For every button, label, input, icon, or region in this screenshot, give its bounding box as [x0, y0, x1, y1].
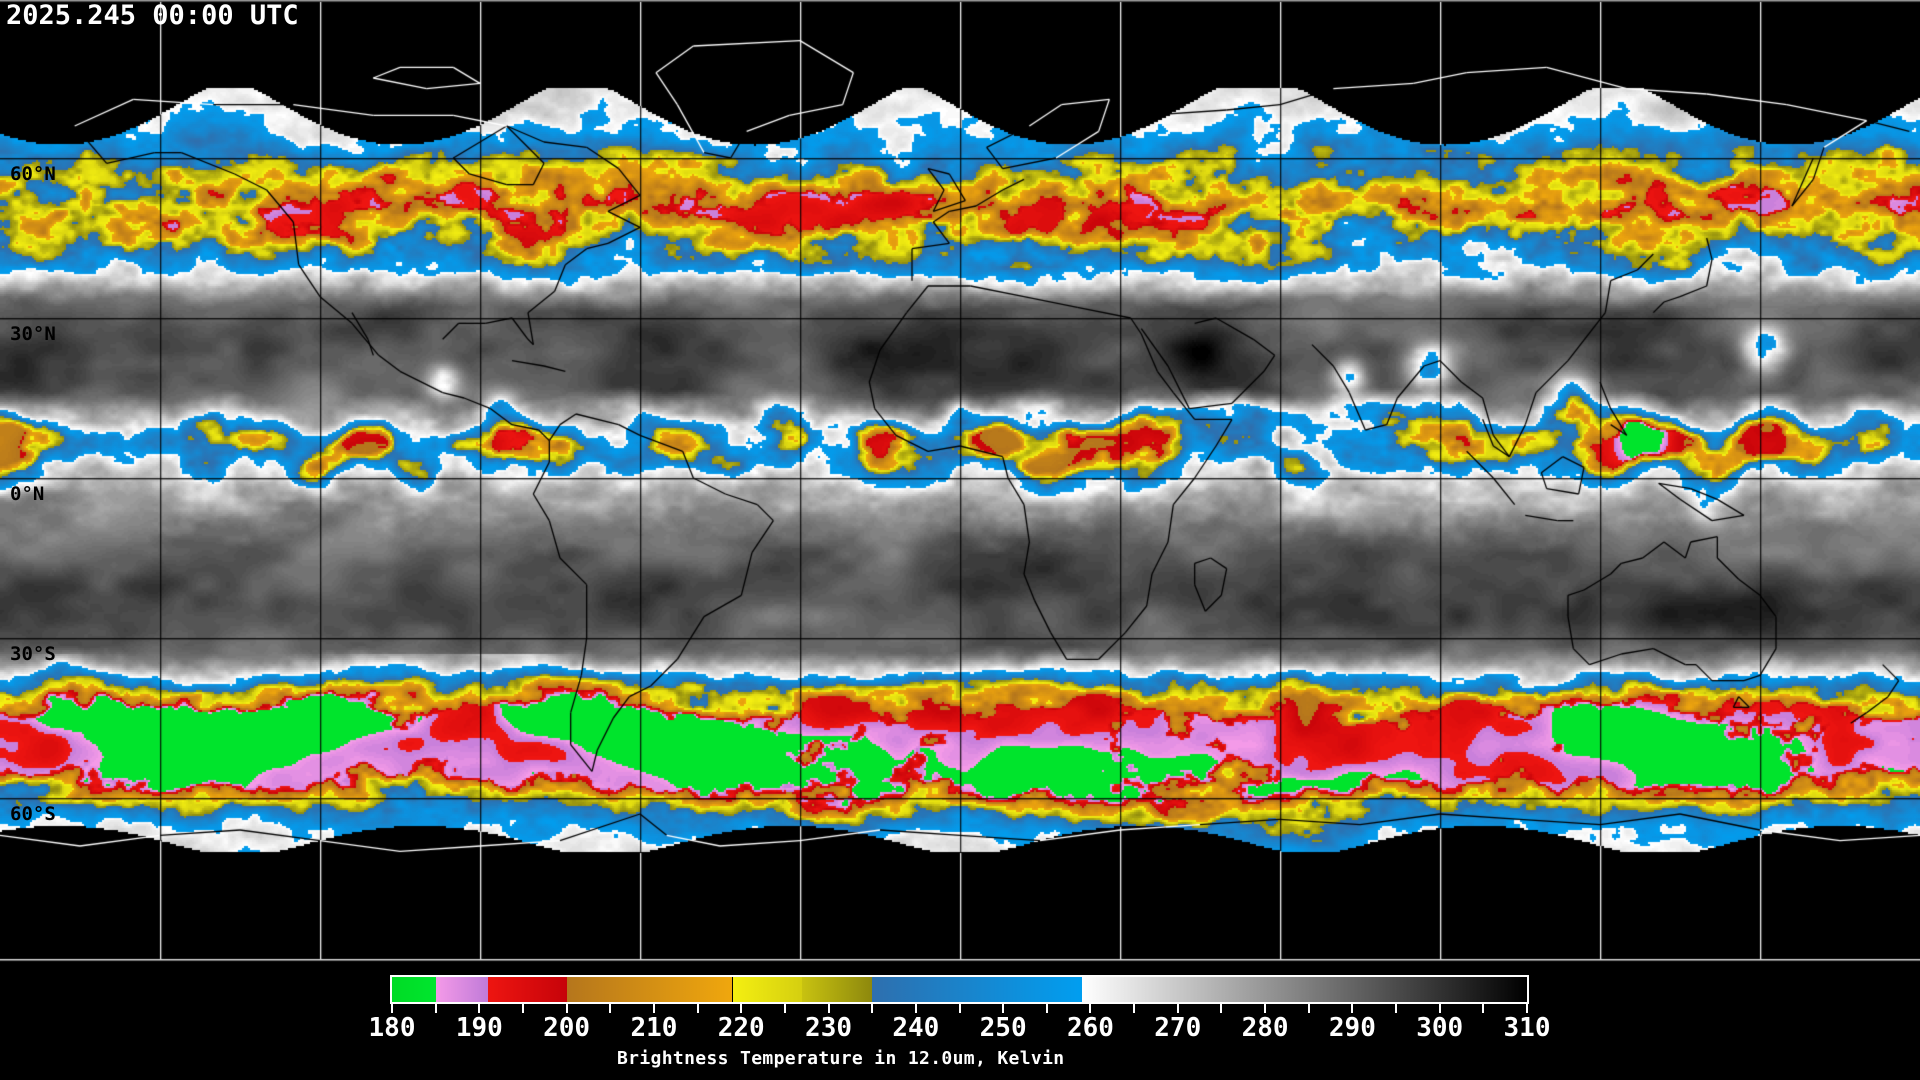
colorbar-tick	[1045, 1004, 1048, 1013]
colorbar-tick-label: 230	[805, 1013, 853, 1043]
colorbar-tick-label: 240	[892, 1013, 940, 1043]
colorbar-tick-label: 190	[455, 1013, 503, 1043]
colorbar-tick-label: 290	[1328, 1013, 1376, 1043]
latitude-label: 60°S	[10, 803, 56, 825]
colorbar-tick-label: 250	[979, 1013, 1027, 1043]
colorbar-tick-label: 280	[1241, 1013, 1289, 1043]
colorbar-tick-label: 210	[630, 1013, 678, 1043]
colorbar-tick	[914, 1004, 917, 1013]
latitude-label: 60°N	[10, 163, 56, 185]
colorbar-tick-label: 300	[1416, 1013, 1464, 1043]
colorbar-segment-grayscale	[1081, 977, 1527, 1002]
colorbar-tick	[391, 1004, 393, 1013]
colorbar-segment-red	[488, 977, 567, 1002]
colorbar-caption: Brightness Temperature in 12.0um, Kelvin	[617, 1048, 1065, 1069]
colorbar-tick	[958, 1004, 961, 1013]
latitude-label: 30°S	[10, 643, 56, 665]
colorbar-bar	[390, 975, 1529, 1004]
colorbar-tick	[1395, 1004, 1398, 1013]
colorbar-tick-label: 310	[1503, 1013, 1551, 1043]
colorbar-segment-orange	[566, 977, 733, 1002]
colorbar-segment-green	[392, 977, 436, 1002]
colorbar-tick	[1307, 1004, 1310, 1013]
colorbar-tick-label: 260	[1066, 1013, 1114, 1043]
colorbar-tick-label: 220	[717, 1013, 765, 1043]
colorbar-tick	[740, 1004, 743, 1013]
timestamp-label: 2025.245 00:00 UTC	[6, 0, 299, 31]
colorbar-tick-label: 180	[368, 1013, 416, 1043]
colorbar-tick	[1482, 1004, 1485, 1013]
colorbar-tick	[871, 1004, 874, 1013]
colorbar-segment-yellow	[732, 977, 803, 1002]
colorbar-segment-pink	[435, 977, 489, 1002]
colorbar: 180 190 200 210 220 230 240 250 260 270 280 290 300 3…	[369, 975, 1550, 1045]
colorbar-tick	[1351, 1004, 1354, 1013]
colorbar-tick	[434, 1004, 437, 1013]
colorbar-tick-label: 270	[1154, 1013, 1202, 1043]
colorbar-segment-olive	[802, 977, 873, 1002]
latitude-label: 0°N	[10, 483, 45, 505]
colorbar-tick	[1264, 1004, 1267, 1013]
colorbar-tick	[696, 1004, 699, 1013]
colorbar-tick	[1438, 1004, 1441, 1013]
colorbar-tick	[478, 1004, 481, 1013]
colorbar-tick	[521, 1004, 524, 1013]
colorbar-tick-label: 200	[543, 1013, 591, 1043]
colorbar-tick	[827, 1004, 830, 1013]
colorbar-tick	[783, 1004, 786, 1013]
colorbar-tick	[1176, 1004, 1179, 1013]
colorbar-tick	[1089, 1004, 1092, 1013]
colorbar-tick	[652, 1004, 655, 1013]
colorbar-tick	[1133, 1004, 1136, 1013]
colorbar-tick	[565, 1004, 568, 1013]
colorbar-segment-blue	[872, 977, 1082, 1002]
colorbar-tick	[1526, 1004, 1528, 1013]
colorbar-tick	[609, 1004, 612, 1013]
colorbar-tick	[1220, 1004, 1223, 1013]
colorbar-tick	[1002, 1004, 1005, 1013]
latitude-label: 30°N	[10, 323, 56, 345]
